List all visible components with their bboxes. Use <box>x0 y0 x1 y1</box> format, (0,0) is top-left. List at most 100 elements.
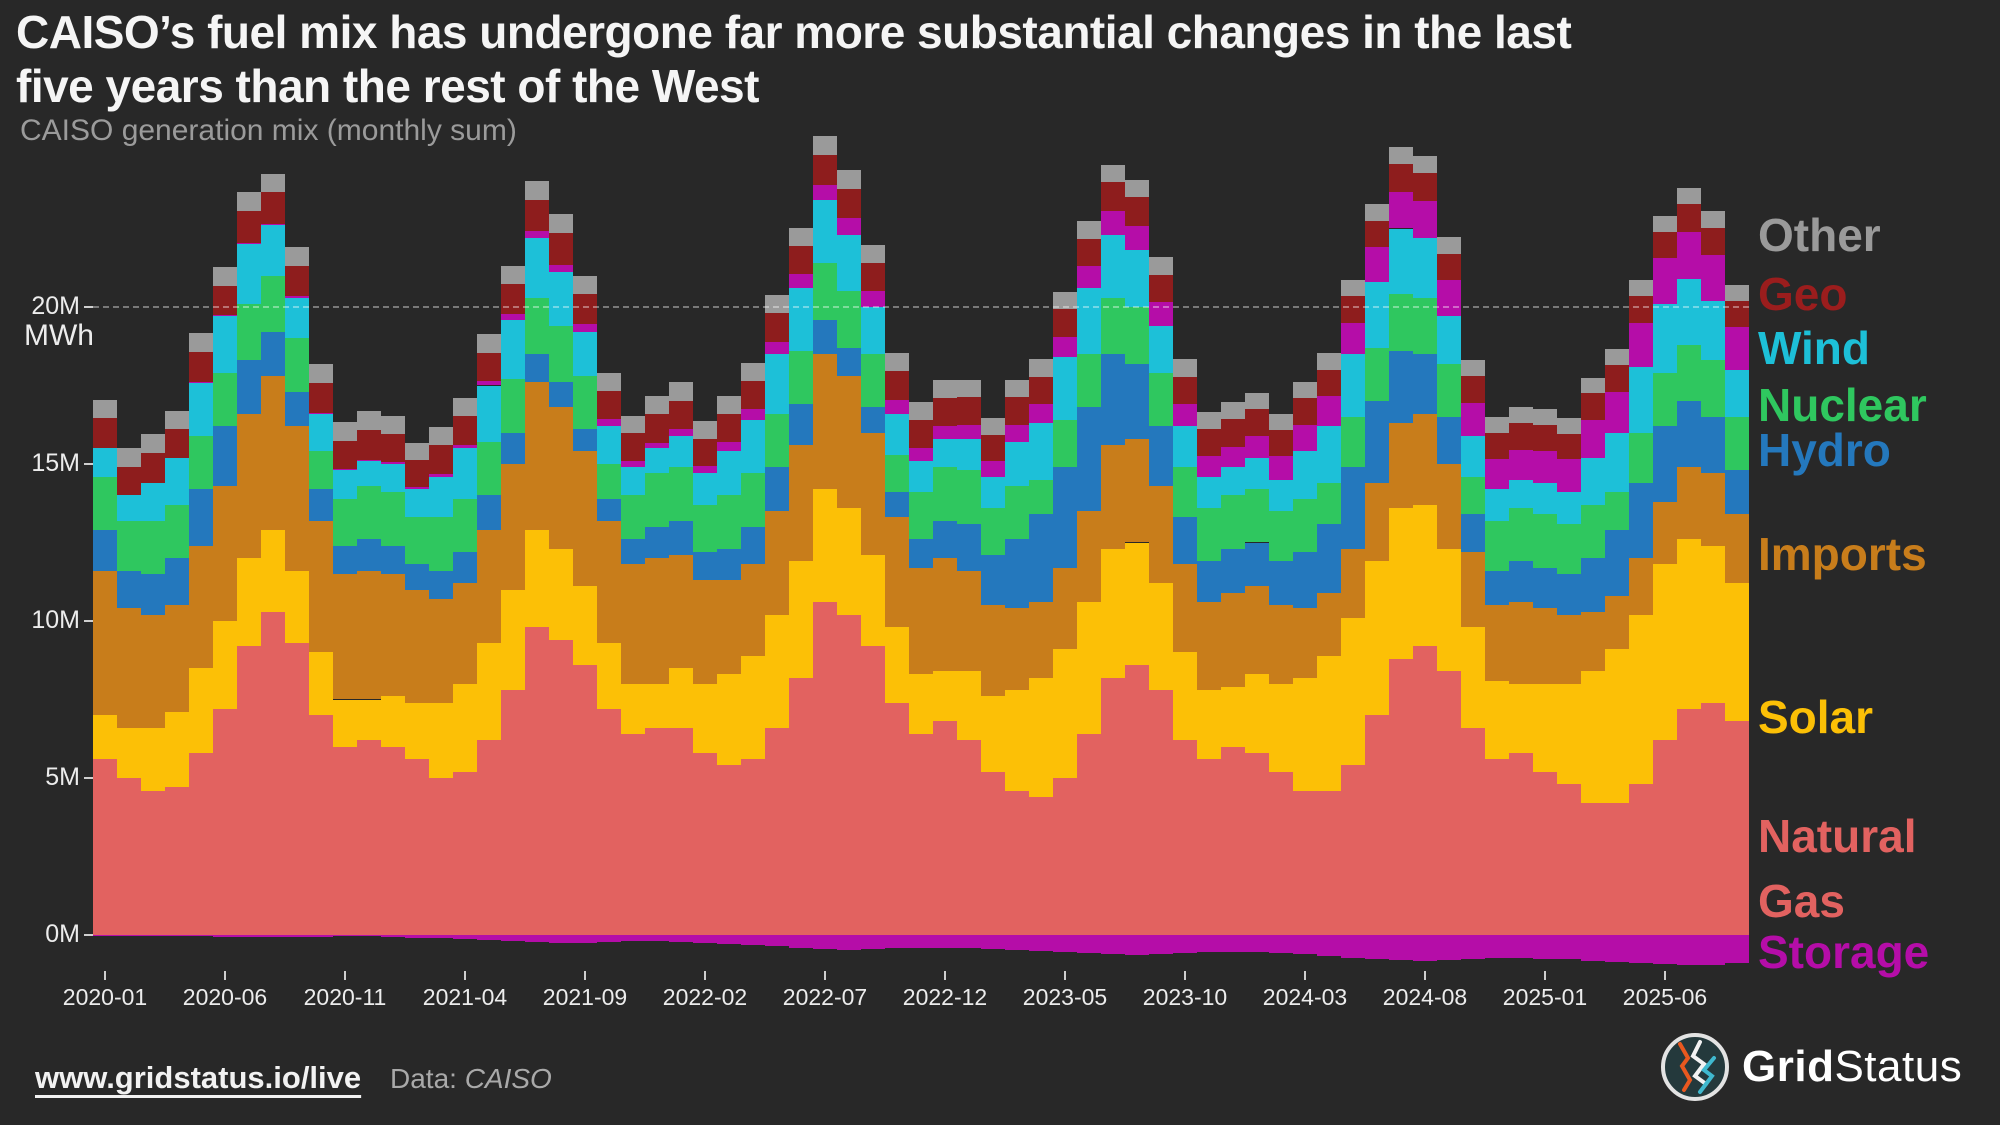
bar-segment-geo-2020-07 <box>237 211 261 243</box>
bar-segment-hydro-2024-06 <box>1365 401 1389 483</box>
bar-segment-storage-2020-05 <box>189 381 213 383</box>
bar-segment-other-2020-06 <box>213 266 237 286</box>
bar-segment-imports-2023-08 <box>1125 438 1149 543</box>
x-tick-mark-2021-09 <box>584 971 586 980</box>
bar-segment-imports-2022-07 <box>813 354 837 490</box>
bar-segment-storage_charge-2025-03 <box>1581 935 1605 961</box>
chart-subtitle: CAISO generation mix (monthly sum) <box>20 114 517 147</box>
legend-item-geo[interactable]: Geo <box>1758 268 1848 320</box>
x-tick-label-2025-01: 2025-01 <box>1502 984 1588 1010</box>
bar-segment-geo-2022-07 <box>813 154 837 185</box>
bar-segment-storage_charge-2023-10 <box>1173 935 1197 954</box>
footer-url-link[interactable]: www.gridstatus.io/live <box>35 1060 362 1095</box>
bar-segment-wind-2024-11 <box>1485 489 1509 521</box>
bar-segment-geo-2021-11 <box>621 433 645 462</box>
bar-segment-hydro-2020-01 <box>93 529 117 571</box>
bar-segment-nuclear-2025-05 <box>1629 432 1653 483</box>
bar-segment-nuclear-2020-06 <box>213 372 237 427</box>
bar-segment-imports-2020-11 <box>333 573 357 700</box>
bar-segment-solar-2021-03 <box>429 702 453 778</box>
bar-segment-storage-2023-09 <box>1149 302 1173 326</box>
legend-item-hydro[interactable]: Hydro <box>1758 424 1891 476</box>
bar-segment-solar-2022-09 <box>861 555 885 647</box>
bar-segment-nuclear-2021-09 <box>573 376 597 430</box>
bar-segment-wind-2022-05 <box>765 354 789 414</box>
bar-segment-wind-2024-06 <box>1365 281 1389 348</box>
footer-data-source: Data: CAISO <box>390 1063 552 1095</box>
bar-segment-imports-2024-02 <box>1269 605 1293 684</box>
bar-segment-storage-2022-03 <box>717 442 741 452</box>
bar-segment-imports-2025-06 <box>1653 501 1677 565</box>
legend-item-wind[interactable]: Wind <box>1758 322 1870 374</box>
bar-segment-other-2020-03 <box>141 434 165 453</box>
bar-segment-other-2024-07 <box>1389 147 1413 165</box>
bar-segment-geo-2021-03 <box>429 445 453 474</box>
bar-segment-storage_charge-2021-02 <box>405 935 429 938</box>
bar-segment-nuclear-2022-09 <box>861 354 885 408</box>
bar-segment-storage_charge-2023-04 <box>1029 935 1053 952</box>
bar-segment-storage-2020-06 <box>213 315 237 317</box>
bar-segment-other-2020-12 <box>357 411 381 431</box>
bar-segment-other-2020-05 <box>189 333 213 352</box>
bar-segment-wind-2025-06 <box>1653 303 1677 373</box>
bar-segment-storage-2024-02 <box>1269 456 1293 480</box>
bar-segment-other-2022-10 <box>885 353 909 372</box>
bar-segment-storage-2022-07 <box>813 184 837 201</box>
bar-segment-storage_charge-2022-10 <box>885 935 909 949</box>
bar-segment-geo-2023-10 <box>1173 376 1197 405</box>
bar-segment-storage-2024-07 <box>1389 192 1413 229</box>
bar-segment-nuclear-2025-09 <box>1725 416 1749 471</box>
bar-segment-nuclear-2024-07 <box>1389 294 1413 351</box>
bar-segment-wind-2020-08 <box>261 225 285 276</box>
bar-segment-nuclear-2020-05 <box>189 435 213 490</box>
legend-item-imports[interactable]: Imports <box>1758 528 1927 580</box>
bar-segment-storage-2022-11 <box>909 448 933 461</box>
bar-segment-natural_gas-2022-01 <box>669 727 693 935</box>
bar-segment-storage_charge-2022-08 <box>837 935 861 950</box>
x-tick-label-2025-06: 2025-06 <box>1622 984 1708 1010</box>
legend-item-natural_gas[interactable]: Natural Gas <box>1758 810 1917 928</box>
x-tick-label-2020-06: 2020-06 <box>182 984 268 1010</box>
bar-segment-storage-2021-01 <box>381 462 405 464</box>
legend-item-other[interactable]: Other <box>1758 209 1881 261</box>
bar-segment-other-2020-09 <box>285 247 309 267</box>
bar-segment-hydro-2025-05 <box>1629 482 1653 559</box>
bar-segment-imports-2025-02 <box>1557 614 1581 684</box>
bar-segment-natural_gas-2020-04 <box>165 787 189 935</box>
bar-segment-geo-2024-03 <box>1293 398 1317 425</box>
x-tick-label-2023-05: 2023-05 <box>1022 984 1108 1010</box>
bar-segment-geo-2020-10 <box>309 382 333 413</box>
bar-segment-natural_gas-2023-11 <box>1197 759 1221 935</box>
bar-segment-other-2021-11 <box>621 415 645 434</box>
bar-segment-natural_gas-2025-01 <box>1533 771 1557 935</box>
brand-word-grid: Grid <box>1742 1042 1835 1091</box>
bar-segment-wind-2023-04 <box>1029 423 1053 480</box>
bar-segment-imports-2020-02 <box>117 608 141 728</box>
bar-segment-hydro-2020-03 <box>141 573 165 615</box>
bar-segment-storage_charge-2021-08 <box>549 935 573 943</box>
bar-segment-storage_charge-2021-11 <box>621 935 645 941</box>
bar-segment-storage-2022-10 <box>885 399 909 414</box>
bar-segment-solar-2023-08 <box>1125 542 1149 665</box>
bar-segment-geo-2021-01 <box>381 433 405 463</box>
bar-segment-hydro-2021-01 <box>381 545 405 574</box>
bar-segment-wind-2023-01 <box>957 438 981 471</box>
gridstatus-brand: GridStatus <box>1660 1028 1990 1106</box>
bar-segment-other-2022-05 <box>765 295 789 314</box>
bar-segment-other-2025-06 <box>1653 215 1677 232</box>
legend-item-storage[interactable]: Storage <box>1758 926 1930 978</box>
bar-segment-imports-2024-12 <box>1509 602 1533 684</box>
bar-segment-solar-2020-10 <box>309 652 333 716</box>
bar-segment-storage-2022-08 <box>837 218 861 235</box>
bar-segment-other-2021-08 <box>549 214 573 234</box>
bar-segment-storage-2023-01 <box>957 424 981 439</box>
bar-segment-hydro-2021-04 <box>453 551 477 584</box>
legend-item-solar[interactable]: Solar <box>1758 691 1874 743</box>
legend-item-nuclear[interactable]: Nuclear <box>1758 379 1927 431</box>
bar-segment-natural_gas-2022-06 <box>789 677 813 935</box>
bar-segment-storage-2024-11 <box>1485 459 1509 490</box>
bar-segment-storage_charge-2025-06 <box>1653 935 1677 965</box>
bar-segment-other-2020-01 <box>93 399 117 419</box>
bar-segment-wind-2022-11 <box>909 460 933 493</box>
bar-segment-imports-2024-07 <box>1389 423 1413 508</box>
